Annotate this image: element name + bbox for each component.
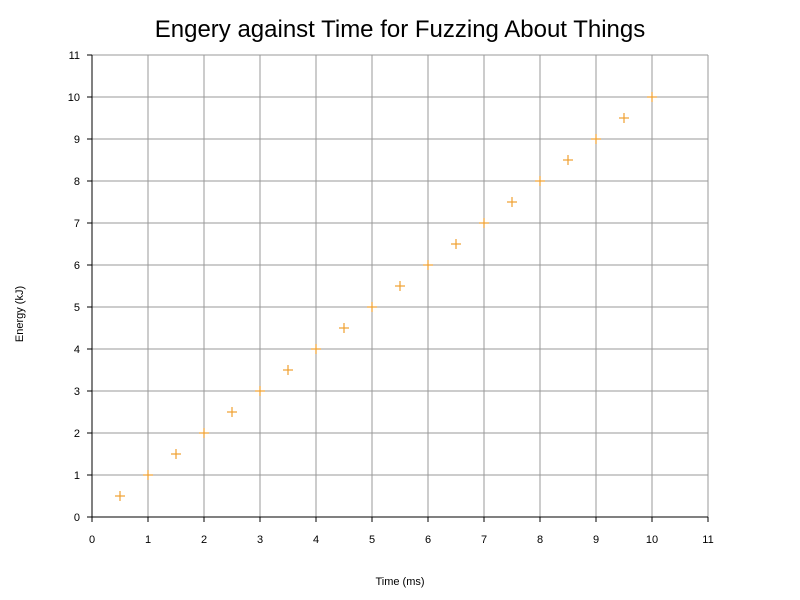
y-tick-label: 10 [68,92,80,104]
data-point [619,113,629,123]
data-point [311,344,321,354]
data-point [115,491,125,501]
x-tick-label: 10 [646,534,658,546]
data-point [171,449,181,459]
x-tick-label: 9 [593,534,599,546]
data-point [227,407,237,417]
y-tick-label: 5 [74,302,80,314]
data-point [395,281,405,291]
x-tick-label: 3 [257,534,263,546]
data-point [535,176,545,186]
chart-title: Engery against Time for Fuzzing About Th… [154,16,646,43]
data-point [591,134,601,144]
x-axis-label: Time (ms) [375,576,425,588]
y-tick-label: 9 [74,134,80,146]
data-point [563,155,573,165]
tick-labels: 0 1 2 3 4 5 6 7 8 9 10 11 0 1 2 3 4 5 6 7 8 9 10 11 [68,50,714,546]
data-point [143,470,153,480]
y-tick-label: 8 [74,176,80,188]
data-point [199,428,209,438]
data-point [367,302,377,312]
data-point [339,323,349,333]
data-point [283,365,293,375]
y-tick-label: 3 [74,386,80,398]
x-tick-label: 8 [537,534,543,546]
data-point [451,239,461,249]
x-tick-label: 2 [201,534,207,546]
y-tick-label: 6 [74,260,80,272]
y-tick-label: 11 [69,50,80,62]
data-point [423,260,433,270]
x-tick-label: 11 [702,534,713,546]
y-tick-label: 1 [74,470,80,482]
data-point [479,218,489,228]
y-tick-label: 2 [74,428,80,440]
data-point [647,92,657,102]
grid-lines [92,54,709,517]
y-tick-label: 4 [74,344,80,356]
data-point [255,386,265,396]
x-tick-label: 4 [313,534,319,546]
y-tick-label: 0 [74,512,80,524]
x-tick-label: 7 [481,534,487,546]
x-tick-label: 5 [369,534,375,546]
x-tick-label: 0 [89,534,95,546]
x-tick-label: 1 [145,534,151,546]
data-point [507,197,517,207]
y-tick-label: 7 [74,218,80,230]
x-tick-label: 6 [425,534,431,546]
axes [87,54,709,522]
data-points [115,92,657,501]
